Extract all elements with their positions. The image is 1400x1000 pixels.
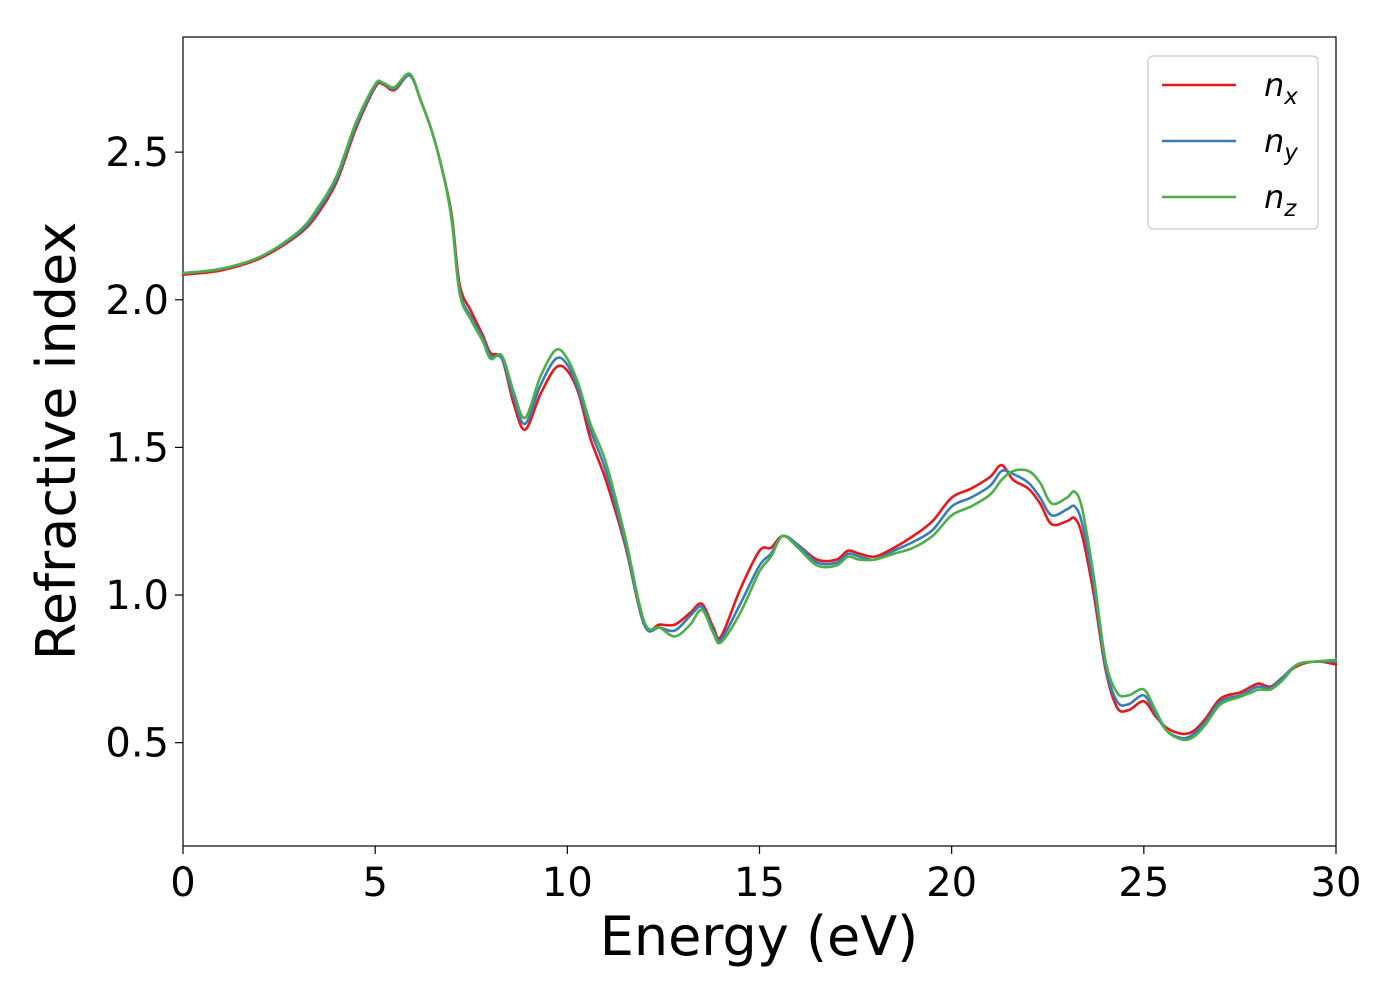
y-axis: 0.5 1.0 1.5 2.0 2.5	[105, 130, 183, 767]
x-tick-label: 0	[170, 860, 195, 906]
y-tick-label: 2.0	[105, 278, 169, 324]
series-line-n-z	[181, 72, 1338, 742]
x-tick-label: 15	[734, 860, 785, 906]
series-lines	[181, 72, 1338, 742]
y-tick-label: 1.0	[105, 573, 169, 619]
y-axis-label: Refractive index	[25, 222, 88, 661]
x-tick-label: 10	[542, 860, 593, 906]
x-tick-label: 30	[1311, 860, 1362, 906]
y-tick-label: 1.5	[105, 425, 169, 471]
x-tick-label: 5	[362, 860, 387, 906]
legend-label-n-z: nz	[1264, 178, 1297, 222]
legend-box	[1147, 55, 1319, 230]
y-tick-label: 2.5	[105, 130, 169, 176]
x-axis-label: Energy (eV)	[600, 905, 919, 968]
plot-area	[182, 36, 1337, 847]
x-tick-label: 25	[1118, 860, 1169, 906]
legend-label-n-y: ny	[1264, 122, 1298, 166]
y-tick-label: 0.5	[105, 721, 169, 767]
x-tick-label: 20	[926, 860, 977, 906]
legend-label-n-x: nx	[1264, 66, 1298, 110]
legend: nx ny nz	[1147, 55, 1319, 230]
x-axis: 0 5 10 15 20 25 30	[170, 846, 1361, 906]
